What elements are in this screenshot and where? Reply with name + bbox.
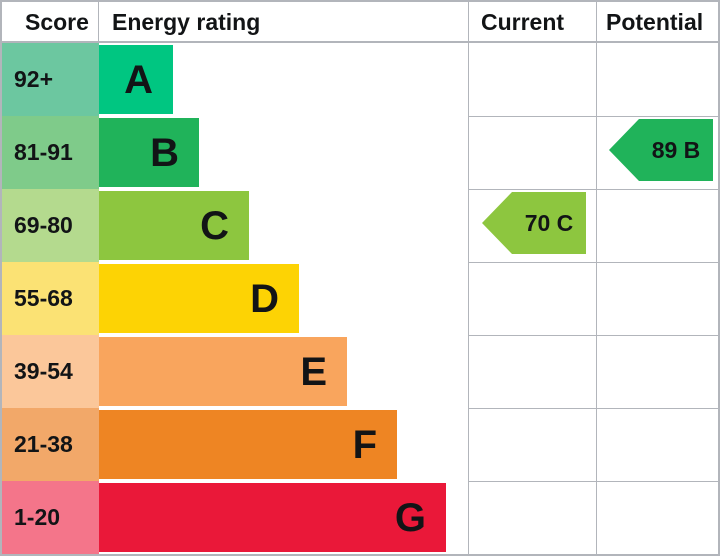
band-letter: C [200,203,229,248]
band-bar-c: C [99,191,249,260]
potential-arrow-shape [609,119,713,181]
band-bar-g: G [99,483,446,552]
potential-rating-label: 89 B [652,137,701,163]
score-cell-e: 39-54 [2,335,99,408]
band-row-e: 39-54 E [2,335,718,408]
score-cell-f: 21-38 [2,408,99,481]
header-score: Score [25,9,89,35]
row-gridline [468,481,718,482]
band-bar-a: A [99,45,173,114]
band-letter: D [250,276,279,321]
band-bar-f: F [99,410,397,479]
band-letter: E [300,349,327,394]
current-column-divider [468,2,469,554]
band-row-a: 92+ A [2,43,718,116]
band-letter: B [150,130,179,175]
band-row-d: 55-68 D [2,262,718,335]
score-cell-b: 81-91 [2,116,99,189]
band-row-f: 21-38 F [2,408,718,481]
band-bar-b: B [99,118,199,187]
potential-rating-arrow: 89 B [609,119,713,181]
row-gridline [468,335,718,336]
band-letter: A [124,57,153,102]
row-gridline [468,262,718,263]
band-row-b: 81-91 B [2,116,718,189]
score-cell-a: 92+ [2,43,99,116]
chart-header: Score Energy rating Current Potential [2,2,718,43]
band-letter: F [352,422,377,467]
score-cell-c: 69-80 [2,189,99,262]
current-rating-label: 70 C [525,210,574,236]
score-cell-d: 55-68 [2,262,99,335]
row-gridline [468,116,718,117]
header-current: Current [481,9,565,35]
header-energy-rating: Energy rating [112,9,261,35]
band-letter: G [394,495,426,540]
header-potential: Potential [606,9,704,35]
band-row-g: 1-20 G [2,481,718,554]
row-gridline [468,408,718,409]
current-arrow-shape [482,192,586,254]
row-gridline [468,189,718,190]
band-bar-e: E [99,337,347,406]
current-rating-arrow: 70 C [482,192,586,254]
score-cell-g: 1-20 [2,481,99,554]
score-column-divider [98,2,99,43]
band-bar-d: D [99,264,299,333]
band-row-c: 69-80 C [2,189,718,262]
band-rows: 92+ A 81-91 B 69-80 C 55-68 D 39-54 E 21-38 F 1-20 G [2,43,718,554]
potential-column-divider [596,2,597,554]
